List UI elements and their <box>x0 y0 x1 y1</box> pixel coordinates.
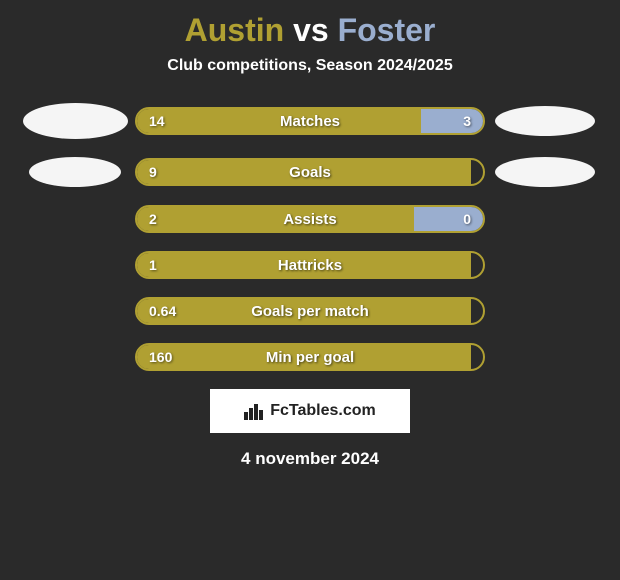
player-right-name: Foster <box>338 12 436 48</box>
stat-bar: 143Matches <box>135 107 485 135</box>
stat-bar: 20Assists <box>135 205 485 233</box>
club-right-avatar <box>495 157 595 187</box>
stat-left-value: 0.64 <box>137 299 471 323</box>
stat-bar: 1Hattricks <box>135 251 485 279</box>
date-text: 4 november 2024 <box>0 449 620 469</box>
stat-bar: 9Goals <box>135 158 485 186</box>
bars-icon <box>244 402 264 420</box>
club-left-avatar <box>29 157 121 187</box>
player-right-avatar <box>495 106 595 136</box>
stat-right-value: 0 <box>414 207 483 231</box>
avatar-cell-left <box>15 157 135 187</box>
stat-right-value: 3 <box>421 109 483 133</box>
stat-row: 9Goals <box>0 157 620 187</box>
avatar-cell-right <box>485 157 605 187</box>
stat-row: 160Min per goal <box>0 343 620 371</box>
stat-row: 1Hattricks <box>0 251 620 279</box>
stat-row: 0.64Goals per match <box>0 297 620 325</box>
avatar-cell-left <box>15 103 135 139</box>
stat-left-value: 160 <box>137 345 471 369</box>
stat-left-value: 1 <box>137 253 471 277</box>
avatar-cell-right <box>485 106 605 136</box>
brand-text: FcTables.com <box>270 402 376 420</box>
stat-left-value: 2 <box>137 207 414 231</box>
stats-container: 143Matches 9Goals 20Assists 1Hattricks 0.64G… <box>0 103 620 371</box>
stat-left-value: 9 <box>137 160 471 184</box>
stat-bar: 0.64Goals per match <box>135 297 485 325</box>
stat-left-value: 14 <box>137 109 421 133</box>
subtitle: Club competitions, Season 2024/2025 <box>0 57 620 103</box>
vs-text: vs <box>293 12 329 48</box>
stat-row: 143Matches <box>0 103 620 139</box>
stat-bar: 160Min per goal <box>135 343 485 371</box>
player-left-name: Austin <box>185 12 285 48</box>
player-left-avatar <box>23 103 128 139</box>
brand-badge: FcTables.com <box>210 389 410 433</box>
comparison-title: Austin vs Foster <box>0 0 620 57</box>
stat-row: 20Assists <box>0 205 620 233</box>
